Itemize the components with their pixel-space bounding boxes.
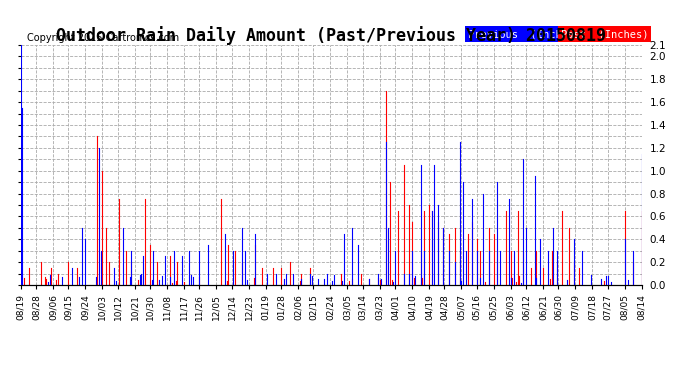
Text: Previous  (Inches): Previous (Inches) <box>468 29 580 39</box>
Title: Outdoor Rain Daily Amount (Past/Previous Year) 20150819: Outdoor Rain Daily Amount (Past/Previous… <box>56 26 607 45</box>
Text: Copyright 2015 Cartronics.com: Copyright 2015 Cartronics.com <box>27 33 179 43</box>
Text: Past  (Inches): Past (Inches) <box>561 29 649 39</box>
